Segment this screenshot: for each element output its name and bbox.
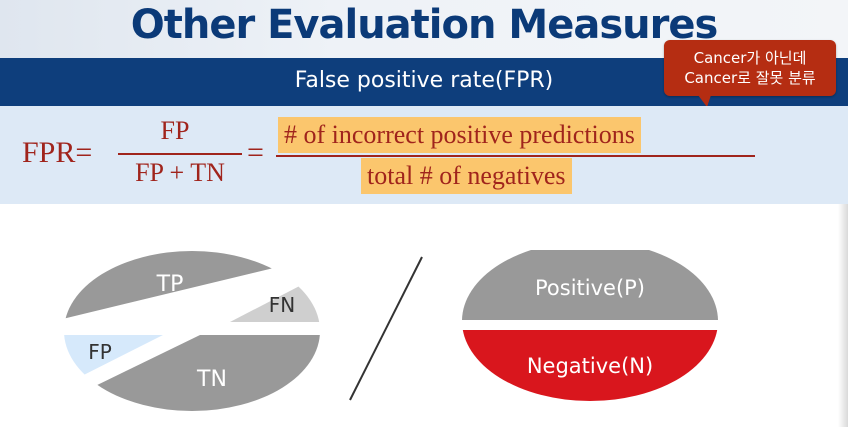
edge-shadow	[838, 204, 848, 427]
formula-denominator: FP + TN	[135, 158, 225, 187]
separator-slash	[349, 256, 423, 401]
callout-line-1: Cancer가 아닌데	[693, 49, 807, 67]
formula-lhs: FPR=	[22, 136, 93, 169]
tn-label: TN	[196, 367, 227, 392]
slide-subtitle: False positive rate(FPR)	[294, 68, 554, 93]
fraction-bar	[118, 153, 242, 155]
text-fraction-bar	[276, 155, 755, 157]
text-denominator: total # of negatives	[361, 158, 572, 194]
callout-line-2: Cancer로 잘못 분류	[684, 69, 816, 87]
formula-numerator: FP	[160, 116, 190, 145]
fn-label: FN	[269, 293, 295, 317]
negative-label: Negative(N)	[527, 354, 653, 378]
slide-title: Other Evaluation Measures	[130, 2, 719, 48]
formula-equals: =	[247, 136, 264, 169]
text-numerator: # of incorrect positive predictions	[278, 117, 641, 153]
annotation-callout: Cancer가 아닌데 Cancer로 잘못 분류	[664, 40, 836, 96]
callout-tail	[698, 95, 711, 107]
tp-label: TP	[156, 272, 184, 297]
positive-label: Positive(P)	[535, 276, 645, 300]
positive-region	[462, 250, 718, 320]
negative-region	[462, 330, 718, 401]
fp-label: FP	[88, 340, 112, 364]
confusion-diagram: TP FN FP TN Positive(P) Negative(N)	[64, 250, 718, 411]
